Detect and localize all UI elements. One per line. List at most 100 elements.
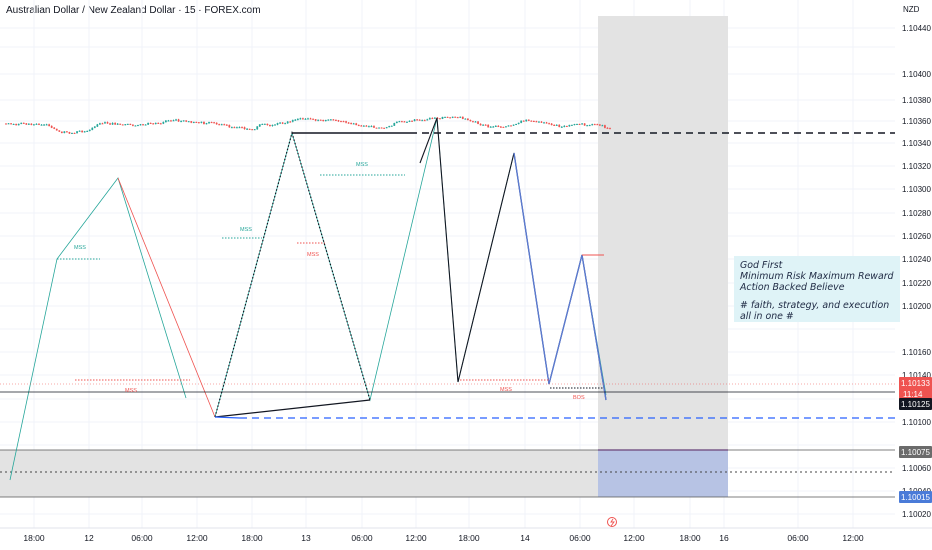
candle-body — [395, 121, 398, 124]
candle-body — [101, 123, 104, 125]
x-tick-label: 12:00 — [405, 533, 427, 543]
candle-body — [236, 127, 238, 129]
candle-body — [276, 123, 279, 125]
candle-body — [78, 130, 81, 132]
candle-body — [527, 119, 530, 121]
trade-note: God First Minimum Risk Maximum Reward Ac… — [734, 256, 900, 322]
candle-body — [45, 124, 48, 126]
candle-body — [177, 119, 180, 122]
candle-body — [403, 121, 406, 123]
candle-body — [393, 123, 396, 126]
y-tick-label: 1.10160 — [902, 348, 931, 357]
candle-body — [322, 119, 325, 121]
time-axis: 18:00 12 06:00 12:00 18:00 13 06:00 12:00 18:00 1… — [0, 517, 932, 543]
candle-body — [319, 119, 322, 121]
y-tick-label: 1.10360 — [902, 117, 931, 126]
candle-body — [10, 123, 12, 125]
candle-body — [464, 118, 467, 120]
candle-body — [263, 123, 266, 125]
candle-body — [27, 123, 30, 125]
y-tick-label: 1.10240 — [902, 255, 931, 264]
candle-body — [55, 128, 58, 131]
candle-body — [472, 121, 474, 123]
candle-body — [543, 122, 545, 124]
alert-icon — [607, 517, 617, 527]
candle-body — [304, 118, 307, 120]
price-badge-label: 1.10133 — [901, 379, 930, 388]
annotation-label: MSS — [500, 387, 512, 393]
candle-body — [157, 122, 160, 124]
candle-body — [606, 127, 609, 129]
candle-body — [515, 124, 518, 126]
candle-body — [439, 118, 441, 120]
candle-body — [535, 121, 538, 123]
candle-body — [563, 125, 566, 127]
candle-body — [312, 118, 314, 120]
zones — [0, 16, 895, 498]
candle-body — [324, 120, 327, 122]
candle-body — [573, 124, 576, 126]
candle-body — [228, 125, 231, 128]
candle-body — [38, 123, 40, 125]
candle-body — [71, 132, 73, 134]
candle-body — [373, 126, 375, 128]
annotation-label: MSS — [356, 162, 368, 168]
candle-body — [251, 129, 254, 131]
candle-body — [208, 122, 210, 124]
candle-body — [167, 120, 170, 122]
demand-zone — [0, 450, 598, 497]
candle-body — [378, 127, 380, 129]
candle-body — [489, 126, 492, 128]
candle-body — [400, 121, 403, 123]
candle-body — [142, 124, 144, 126]
candle-body — [512, 124, 515, 126]
candle-body — [598, 124, 601, 126]
candle-body — [502, 126, 505, 128]
x-tick-label: 06:00 — [131, 533, 153, 543]
candle-body — [68, 132, 71, 134]
note-line-4: # faith, strategy, and execution all in … — [740, 299, 890, 322]
candle-body — [154, 122, 157, 124]
candle-body — [182, 120, 185, 122]
candle-body — [340, 121, 342, 123]
candle-body — [116, 123, 119, 125]
x-tick-label: 18:00 — [458, 533, 480, 543]
candle-body — [215, 122, 218, 125]
candle-body — [96, 124, 99, 127]
candle-body — [139, 124, 142, 126]
x-tick-label: 12:00 — [186, 533, 208, 543]
candle-body — [581, 123, 583, 125]
x-tick-label: 12:00 — [623, 533, 645, 543]
candle-body — [88, 129, 91, 131]
candle-body — [5, 123, 7, 125]
drawings: MSS MSS MSS MSS MSS MSS BOS — [0, 117, 895, 481]
candle-body — [449, 117, 452, 119]
candle-body — [109, 123, 111, 125]
candle-body — [609, 128, 611, 130]
note-line-2: Minimum Risk Maximum Reward — [740, 271, 894, 283]
candle-body — [35, 123, 38, 125]
candle-body — [365, 125, 368, 127]
candle-body — [588, 125, 591, 127]
candle-body — [248, 128, 251, 130]
candle-body — [243, 127, 246, 130]
candle-body — [383, 127, 386, 129]
candle-body — [601, 125, 604, 127]
lightning-icon — [610, 518, 615, 527]
candle-body — [357, 125, 360, 127]
candle-body — [137, 125, 139, 127]
candle-body — [499, 126, 502, 128]
candle-body — [571, 124, 573, 126]
candle-body — [121, 124, 124, 126]
swing-dotted — [214, 130, 371, 418]
candle-body — [220, 124, 223, 126]
candle-body — [291, 120, 294, 122]
y-tick-label: 1.10260 — [902, 232, 931, 241]
candle-body — [12, 123, 15, 125]
candle-body — [456, 117, 459, 119]
candle-body — [93, 126, 96, 128]
price-badge-label: 1.10075 — [901, 448, 930, 457]
y-tick-label: 1.10280 — [902, 209, 931, 218]
swing-line-2 — [117, 177, 216, 418]
